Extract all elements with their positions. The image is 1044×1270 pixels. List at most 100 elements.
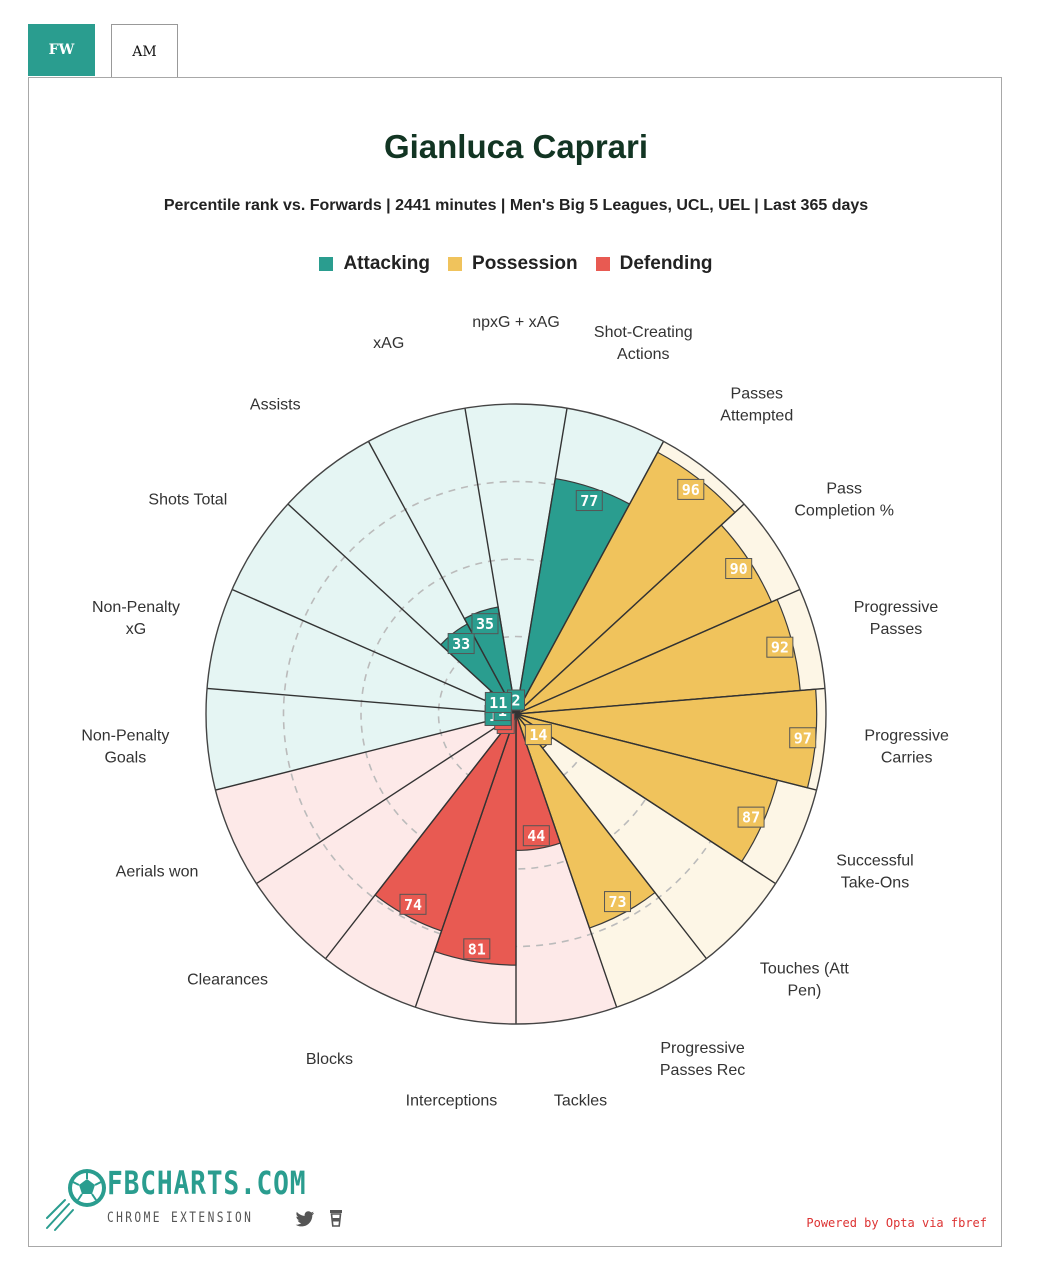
value-text-npxg-xag: 2 xyxy=(511,692,520,710)
category-label-line: Clearances xyxy=(187,971,268,988)
category-label-aerials-won: Aerials won xyxy=(116,863,199,880)
legend-swatch-defending xyxy=(595,257,610,271)
spoke-16 xyxy=(207,687,517,715)
category-label-line: npxG + xAG xyxy=(472,314,560,331)
category-label-line: Carries xyxy=(881,749,933,766)
value-text-touches-att-pen: 14 xyxy=(529,726,547,744)
value-text-blocks: 74 xyxy=(404,896,422,914)
spoke-1 xyxy=(464,408,517,715)
wedge-bg-touches-att-pen xyxy=(516,714,776,959)
spoke-5 xyxy=(515,588,801,715)
tab-fw[interactable]: FW xyxy=(28,24,95,76)
spoke-10 xyxy=(515,713,618,1008)
legend-item-attacking[interactable]: Attacking xyxy=(319,253,430,275)
category-label-line: Blocks xyxy=(306,1051,353,1068)
spoke-9 xyxy=(515,713,707,960)
value-box-progressive-carries xyxy=(789,727,817,749)
value-text-xag: 35 xyxy=(476,615,494,633)
legend-item-possession[interactable]: Possession xyxy=(448,253,578,275)
value-text-shot-creating-actions: 77 xyxy=(580,492,598,510)
value-label-tackles: 44 xyxy=(522,825,550,847)
value-text-progressive-passes-rec: 73 xyxy=(608,893,626,911)
category-label-line: Pass xyxy=(826,481,862,498)
value-text-assists: 33 xyxy=(452,635,470,653)
category-label-non-penalty-goals: Non-Penalty Goals xyxy=(81,727,169,766)
wedge-bg-aerials-won xyxy=(215,714,517,884)
category-label-line: Attempted xyxy=(720,408,793,425)
value-label-progressive-passes: 92 xyxy=(766,636,794,658)
category-label-successful-take-ons: Successful Take-Ons xyxy=(836,852,913,891)
value-box-tackles xyxy=(522,825,550,847)
value-box-touches-att-pen xyxy=(524,724,552,746)
chart-subtitle: Percentile rank vs. Forwards | 2441 minu… xyxy=(163,197,869,214)
fbcharts-logo[interactable]: FBCHARTS.COM CHROME EXTENSION xyxy=(43,1160,343,1235)
category-label-progressive-passes-rec: Progressive Passes Rec xyxy=(660,1040,745,1079)
value-text-shots-total: 11 xyxy=(489,694,507,712)
value-box-interceptions xyxy=(463,938,491,960)
legend: Attacking Possession Defending xyxy=(29,253,1003,275)
spoke-14 xyxy=(256,713,517,885)
category-label-shot-creating-actions: Shot-Creating Actions xyxy=(594,324,693,363)
category-label-clearances: Clearances xyxy=(187,971,268,988)
logo-sub-label: CHROME EXTENSION xyxy=(107,1210,254,1226)
category-labels: npxG + xAG Shot-Creating Actions Passes Atte… xyxy=(81,314,949,1110)
category-label-line: Progressive xyxy=(864,727,949,744)
position-tabs: FW AM xyxy=(28,24,178,78)
spoke-15 xyxy=(215,713,517,791)
pizza-chart: 2779690929787147344817432101113335npxG +… xyxy=(81,314,949,1110)
spoke-12 xyxy=(414,713,517,1008)
outer-ring xyxy=(205,403,827,1025)
value-box-passes-attempted xyxy=(677,478,705,500)
value-text-tackles: 44 xyxy=(527,827,545,845)
category-label-line: Successful xyxy=(836,852,913,869)
spoke-8 xyxy=(515,713,776,885)
legend-swatch-possession xyxy=(448,257,463,271)
spoke-18 xyxy=(287,503,517,715)
category-label-line: Touches (Att xyxy=(760,960,849,977)
spoke-13 xyxy=(325,713,517,960)
category-label-passes-attempted: Passes Attempted xyxy=(720,386,793,425)
value-text-progressive-passes: 92 xyxy=(771,639,789,657)
legend-label-defending: Defending xyxy=(619,253,713,274)
category-label-line: xG xyxy=(126,621,146,638)
category-label-line: Pen) xyxy=(788,982,822,999)
legend-label-attacking: Attacking xyxy=(343,253,431,274)
logo-subtext: CHROME EXTENSION xyxy=(107,1210,253,1226)
value-text-interceptions: 81 xyxy=(468,940,486,958)
spoke-6 xyxy=(515,687,825,715)
category-label-pass-completion: Pass Completion % xyxy=(794,481,894,520)
category-label-line: Passes xyxy=(731,386,783,403)
category-label-line: Aerials won xyxy=(116,863,199,880)
value-box-successful-take-ons xyxy=(737,806,765,828)
legend-item-defending[interactable]: Defending xyxy=(595,253,713,275)
category-label-line: Take-Ons xyxy=(841,874,909,891)
category-label-assists: Assists xyxy=(250,397,301,414)
value-box-progressive-passes xyxy=(766,636,794,658)
wedge-bg-shots-total xyxy=(232,504,517,714)
category-label-line: Non-Penalty xyxy=(92,599,180,616)
value-box-assists xyxy=(447,633,475,655)
category-label-interceptions: Interceptions xyxy=(406,1093,498,1110)
coffee-cup-icon[interactable] xyxy=(329,1208,343,1228)
value-box-shot-creating-actions xyxy=(575,490,603,512)
category-label-line: Passes Rec xyxy=(660,1062,745,1079)
category-label-line: Tackles xyxy=(554,1093,607,1110)
spoke-3 xyxy=(515,441,665,715)
value-label-xag: 35 xyxy=(471,613,499,635)
twitter-icon[interactable] xyxy=(295,1210,315,1228)
wedge-bg-clearances xyxy=(256,714,516,959)
value-box-progressive-passes-rec xyxy=(604,891,632,913)
category-label-progressive-passes: Progressive Passes xyxy=(854,599,939,638)
category-label-line: Interceptions xyxy=(406,1093,498,1110)
chart-title: Gianluca Caprari xyxy=(383,128,649,165)
legend-label-possession: Possession xyxy=(472,253,578,274)
tab-am[interactable]: AM xyxy=(111,24,178,78)
logo-text: FBCHARTS.COM xyxy=(107,1164,307,1202)
value-box-pass-completion xyxy=(725,558,753,580)
category-label-line: xAG xyxy=(373,335,404,352)
value-label-shots-total: 11 xyxy=(484,691,512,713)
category-label-line: Progressive xyxy=(854,599,939,616)
value-label-successful-take-ons: 87 xyxy=(737,806,765,828)
category-label-shots-total: Shots Total xyxy=(148,492,227,509)
spoke-7 xyxy=(515,713,817,791)
